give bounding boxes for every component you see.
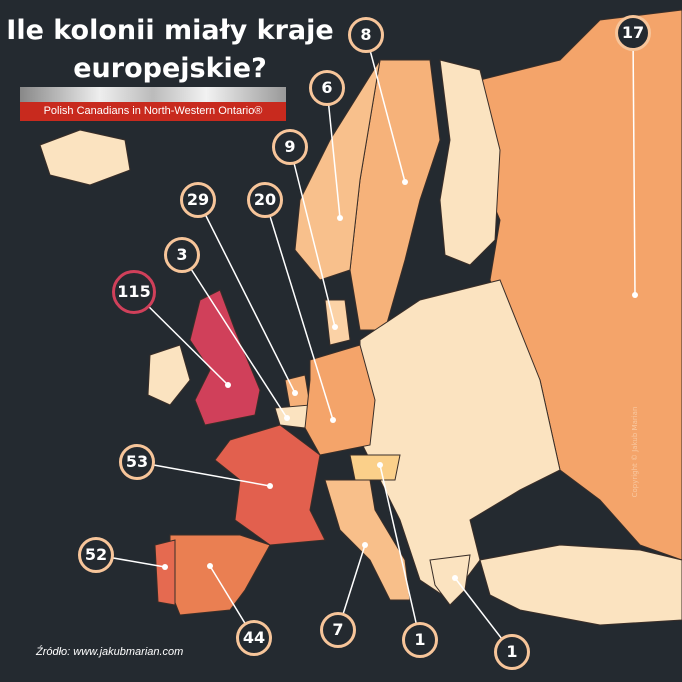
copyright: Copyright © Jakub Marian	[631, 406, 639, 498]
country-spain	[169, 534, 271, 616]
page-title: Ile kolonii miały kraje europejskie?	[6, 15, 334, 84]
colony-count-badge: 29	[180, 182, 216, 218]
country-portugal	[154, 539, 176, 606]
country-iceland	[39, 129, 131, 186]
leader-dot	[402, 179, 408, 185]
colony-count-badge: 52	[78, 537, 114, 573]
colony-count-badge: 1	[402, 622, 438, 658]
colony-count-badge: 17	[615, 15, 651, 51]
leader-line	[133, 291, 229, 386]
source-credit: Źródło: www.jakubmarian.com	[36, 646, 184, 658]
leader-dot	[207, 563, 213, 569]
country-ireland	[147, 344, 191, 406]
country-denmark	[324, 299, 351, 346]
leader-line	[365, 34, 406, 183]
banner: Polish Canadians in North-Western Ontari…	[20, 87, 286, 121]
country-italy	[324, 479, 411, 601]
country-eastern-europe	[359, 279, 561, 601]
leader-dot	[267, 483, 273, 489]
leader-line	[632, 32, 636, 296]
leader-line	[379, 464, 421, 641]
colony-count-badge: 7	[320, 612, 356, 648]
colony-count-badge: 44	[236, 620, 272, 656]
banner-text: Polish Canadians in North-Western Ontari…	[20, 102, 286, 121]
leader-dot	[292, 390, 298, 396]
leader-line	[197, 199, 296, 394]
leader-dot	[337, 215, 343, 221]
colony-count-badge: 8	[348, 17, 384, 53]
leader-dot	[225, 382, 231, 388]
leader-dot	[362, 542, 368, 548]
leader-dot	[332, 324, 338, 330]
country-turkey	[479, 544, 682, 626]
country-russia	[469, 9, 682, 561]
colony-count-badge: 6	[309, 70, 345, 106]
colony-count-badge: 9	[272, 129, 308, 165]
country-greece	[429, 554, 471, 606]
leader-line	[264, 199, 334, 421]
leader-dot	[377, 462, 383, 468]
country-germany	[304, 344, 376, 456]
leader-dot	[632, 292, 638, 298]
leader-dot	[452, 575, 458, 581]
colony-count-badge: 1	[494, 634, 530, 670]
leader-dot	[162, 564, 168, 570]
colony-count-badge: 53	[119, 444, 155, 480]
leader-dot	[330, 417, 336, 423]
colony-count-badge: 115	[112, 270, 156, 314]
country-norway	[294, 59, 381, 281]
colony-count-badge: 3	[164, 237, 200, 273]
leader-line	[181, 254, 288, 419]
leader-line	[326, 87, 341, 219]
leader-line	[289, 146, 336, 328]
colony-count-badge: 20	[247, 182, 283, 218]
banner-stripe	[20, 87, 286, 102]
leader-dot	[284, 415, 290, 421]
country-finland	[439, 59, 501, 266]
country-austria	[349, 454, 401, 481]
leader-line	[136, 461, 271, 487]
country-uk	[189, 289, 261, 426]
